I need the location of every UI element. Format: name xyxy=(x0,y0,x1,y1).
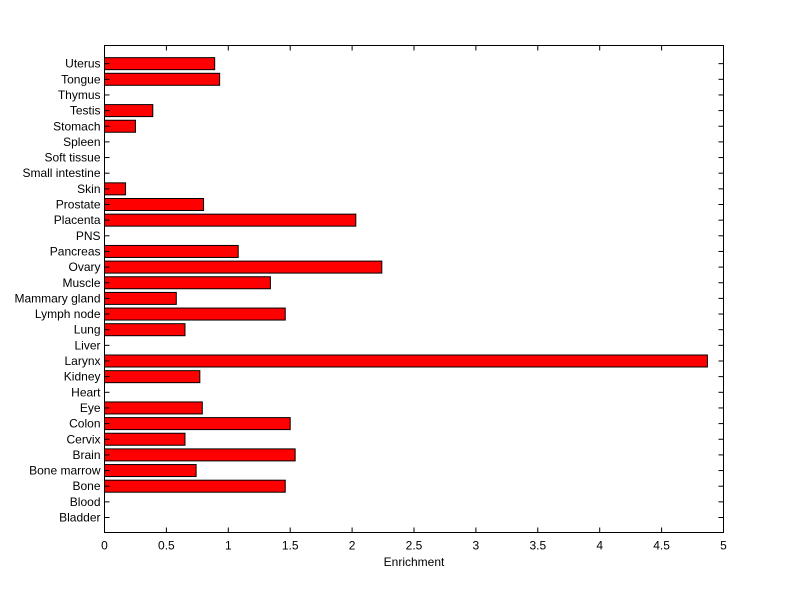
x-tick-label-9: 4.5 xyxy=(653,539,670,553)
bar-testis xyxy=(104,104,154,118)
bar-uterus xyxy=(104,57,216,71)
y-tick-label-bone: Bone xyxy=(72,479,100,493)
y-tick-label-colon: Colon xyxy=(69,417,100,431)
y-tick-label-small-intestine: Small intestine xyxy=(22,166,100,180)
y-tick-label-tongue: Tongue xyxy=(61,72,101,86)
bars-group xyxy=(104,57,708,493)
y-tick-label-cervix: Cervix xyxy=(66,432,100,446)
y-tick-label-muscle: Muscle xyxy=(62,276,100,290)
bar-ovary xyxy=(104,260,383,274)
axes-box xyxy=(104,45,724,533)
y-tick-label-prostate: Prostate xyxy=(56,198,101,212)
y-tick-label-spleen: Spleen xyxy=(63,135,100,149)
bar-bone xyxy=(104,479,286,493)
bar-kidney xyxy=(104,370,201,384)
x-tick-label-5: 2.5 xyxy=(406,539,423,553)
bar-pancreas xyxy=(104,244,239,258)
y-tick-label-uterus: Uterus xyxy=(65,57,100,71)
y-tick-label-lung: Lung xyxy=(74,323,101,337)
y-tick-label-bone-marrow: Bone marrow xyxy=(29,464,101,478)
bar-tongue xyxy=(104,72,221,86)
x-tick-label-7: 3.5 xyxy=(529,539,546,553)
y-tick-label-thymus: Thymus xyxy=(58,88,101,102)
y-tick-label-stomach: Stomach xyxy=(53,119,100,133)
y-tick-label-bladder: Bladder xyxy=(59,511,100,525)
bar-colon xyxy=(104,417,291,431)
x-axis-label: Enrichment xyxy=(384,555,445,569)
x-tick-label-2: 1 xyxy=(225,539,232,553)
bar-placenta xyxy=(104,213,357,227)
x-tick-label-4: 2 xyxy=(349,539,356,553)
bar-bone-marrow xyxy=(104,464,197,478)
y-tick-label-eye: Eye xyxy=(80,401,101,415)
y-tick-label-ovary: Ovary xyxy=(68,260,100,274)
bar-prostate xyxy=(104,198,205,211)
y-tick-label-larynx: Larynx xyxy=(64,354,100,368)
y-tick-label-lymph-node: Lymph node xyxy=(35,307,101,321)
y-tick-label-pns: PNS xyxy=(76,229,101,243)
x-tick-label-6: 3 xyxy=(473,539,480,553)
x-tick-label-10: 5 xyxy=(720,539,727,553)
x-ticks-group: 0 0.5 1 1.5 2 2.5 3 3.5 4 4.5 5 xyxy=(101,45,727,553)
y-tick-label-testis: Testis xyxy=(70,104,101,118)
y-tick-label-soft-tissue: Soft tissue xyxy=(44,151,100,165)
x-tick-label-8: 4 xyxy=(596,539,603,553)
bar-mammary-gland xyxy=(104,291,177,305)
y-tick-label-pancreas: Pancreas xyxy=(50,244,101,258)
bar-lymph-node xyxy=(104,307,286,321)
y-tick-label-brain: Brain xyxy=(72,448,100,462)
x-tick-label-1: 0.5 xyxy=(158,539,175,553)
y-tick-label-skin: Skin xyxy=(77,182,100,196)
y-tick-label-kidney: Kidney xyxy=(64,370,101,384)
x-tick-label-3: 1.5 xyxy=(282,539,299,553)
y-tick-label-liver: Liver xyxy=(74,338,100,352)
bar-cervix xyxy=(104,432,186,446)
bar-muscle xyxy=(104,276,271,290)
bar-eye xyxy=(104,401,203,415)
y-tick-label-mammary-gland: Mammary gland xyxy=(14,291,100,305)
bar-lung xyxy=(104,323,186,337)
bar-brain xyxy=(104,448,296,462)
y-tick-label-heart: Heart xyxy=(71,385,101,399)
x-tick-label-0: 0 xyxy=(101,539,108,553)
y-tick-label-placenta: Placenta xyxy=(54,213,101,227)
y-tick-label-blood: Blood xyxy=(70,495,101,509)
bar-larynx xyxy=(104,354,708,368)
